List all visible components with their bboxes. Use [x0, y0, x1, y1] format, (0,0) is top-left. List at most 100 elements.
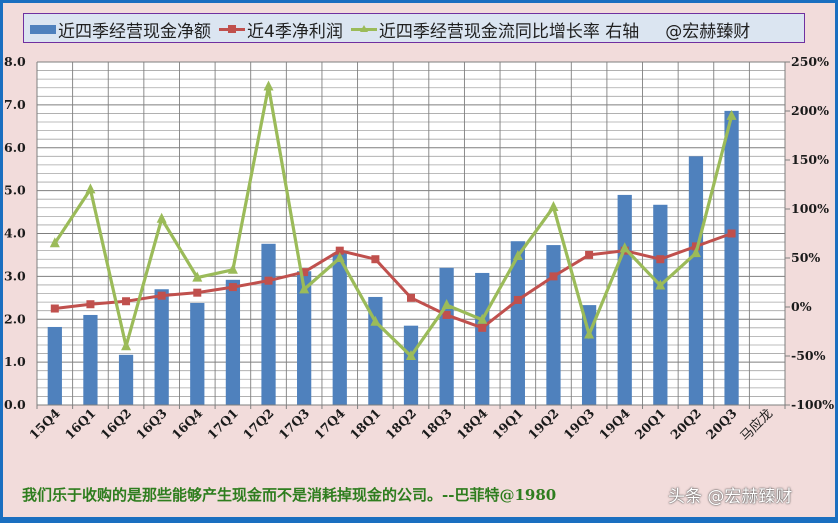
triangle-marker	[121, 340, 132, 351]
y-tick-label: 2.0	[4, 311, 26, 326]
bar	[475, 272, 490, 405]
triangle-marker	[726, 109, 737, 120]
x-tick-label: 19Q1	[489, 406, 526, 443]
triangle-marker	[370, 315, 381, 326]
watermark: 头条 @宏赫臻财	[668, 487, 793, 507]
square-marker	[727, 229, 736, 238]
line-series-net-profit	[50, 229, 736, 332]
bar	[403, 325, 419, 405]
square-marker	[157, 291, 166, 300]
x-tick-label: 16Q4	[169, 405, 206, 442]
legend-label-cashflow: 近四季经营现金净额	[58, 21, 211, 42]
bar	[724, 110, 739, 405]
square-marker	[86, 300, 95, 309]
triangle-marker	[406, 350, 416, 360]
legend-label-net-profit: 近4季净利润	[247, 21, 343, 42]
square-marker	[442, 310, 451, 319]
triangle-marker	[192, 271, 203, 282]
square-marker	[335, 246, 344, 255]
y-axis-right: -100% -50% 0% 50% 100% 150% 200% 250%	[784, 54, 834, 412]
bar	[688, 156, 704, 405]
bar	[190, 302, 205, 405]
legend-item-net-profit: 近4季净利润	[219, 17, 343, 42]
square-marker	[691, 242, 700, 251]
x-tick-label: 马应龙	[737, 406, 776, 445]
bar	[439, 267, 454, 405]
bar	[546, 245, 561, 405]
y2-tick-label: 200%	[791, 103, 829, 118]
y2-tick-label: 0%	[791, 299, 812, 314]
line-series-growth	[49, 80, 737, 360]
square-marker	[50, 304, 59, 313]
triangle-marker	[227, 263, 238, 274]
x-axis: 15Q416Q116Q216Q316Q417Q117Q217Q317Q418Q1…	[26, 404, 786, 445]
bar	[581, 305, 597, 405]
legend-label-growth: 近四季经营现金流同比增长率 右轴	[378, 21, 640, 42]
y-tick-label: 6.0	[4, 140, 26, 155]
x-tick-label: 15Q4	[26, 405, 63, 442]
x-tick-label: 20Q1	[632, 406, 669, 443]
triangle-marker	[584, 328, 595, 339]
x-tick-label: 18Q4	[454, 405, 491, 442]
bar-series-cashflow	[47, 110, 739, 405]
square-marker-line-icon	[219, 24, 245, 33]
y-tick-label: 7.0	[4, 97, 26, 112]
triangle-marker	[477, 313, 488, 324]
triangle-marker	[85, 183, 96, 194]
square-marker	[371, 255, 380, 264]
bar	[332, 252, 347, 405]
bar	[653, 204, 668, 405]
x-tick-label: 16Q3	[133, 406, 170, 443]
square-marker	[585, 250, 594, 259]
bar	[225, 279, 241, 405]
square-marker	[264, 276, 273, 285]
x-tick-label: 19Q2	[525, 406, 562, 443]
triangle-marker	[334, 252, 345, 262]
x-tick-label: 17Q2	[240, 406, 277, 443]
square-marker	[122, 297, 131, 306]
y-tick-label: 5.0	[4, 183, 26, 198]
bar	[297, 271, 312, 405]
y-tick-label: 0.0	[4, 397, 26, 412]
bar	[617, 194, 632, 405]
y2-tick-label: -50%	[791, 348, 826, 363]
y-tick-label: 1.0	[4, 354, 26, 369]
y2-tick-label: 50%	[791, 250, 820, 265]
square-marker	[407, 293, 415, 302]
y-tick-label: 8.0	[4, 54, 26, 69]
legend-item-cashflow: 近四季经营现金净额	[30, 17, 211, 42]
triangle-marker	[156, 212, 167, 223]
x-tick-label: 19Q4	[596, 405, 633, 442]
square-marker	[549, 272, 558, 281]
square-marker	[513, 295, 522, 304]
square-marker	[193, 288, 202, 297]
x-tick-label: 17Q1	[204, 406, 241, 443]
x-tick-label: 16Q2	[97, 406, 134, 443]
x-tick-label: 18Q2	[382, 406, 419, 443]
triangle-marker	[655, 279, 666, 290]
y2-tick-label: 100%	[791, 201, 829, 216]
square-marker	[300, 268, 309, 277]
y2-tick-label: 250%	[791, 54, 829, 69]
triangle-marker	[548, 201, 559, 212]
legend	[23, 13, 805, 43]
legend-items: 近四季经营现金净额 近4季净利润 近四季经营现金流同比增长率 右轴 @宏赫臻财	[30, 16, 750, 42]
bar	[118, 354, 134, 405]
y-tick-label: 4.0	[4, 226, 26, 241]
buffett-quote: 我们乐于收购的是那些能够产生现金而不是消耗掉现金的公司。--巴菲特@1980	[22, 486, 557, 504]
bar	[510, 241, 525, 405]
triangle-marker	[49, 237, 60, 248]
square-marker	[656, 255, 665, 264]
bar	[154, 289, 169, 405]
x-tick-label: 20Q3	[703, 406, 740, 443]
x-tick-label: 16Q1	[62, 406, 99, 443]
bar	[261, 243, 276, 405]
legend-item-growth: 近四季经营现金流同比增长率 右轴	[350, 17, 640, 42]
growth-line	[53, 86, 734, 359]
triangle-marker	[441, 299, 452, 310]
square-marker	[478, 323, 487, 332]
legend-credit: @宏赫臻财	[665, 21, 751, 42]
triangle-marker	[619, 242, 630, 253]
bar	[83, 314, 98, 405]
